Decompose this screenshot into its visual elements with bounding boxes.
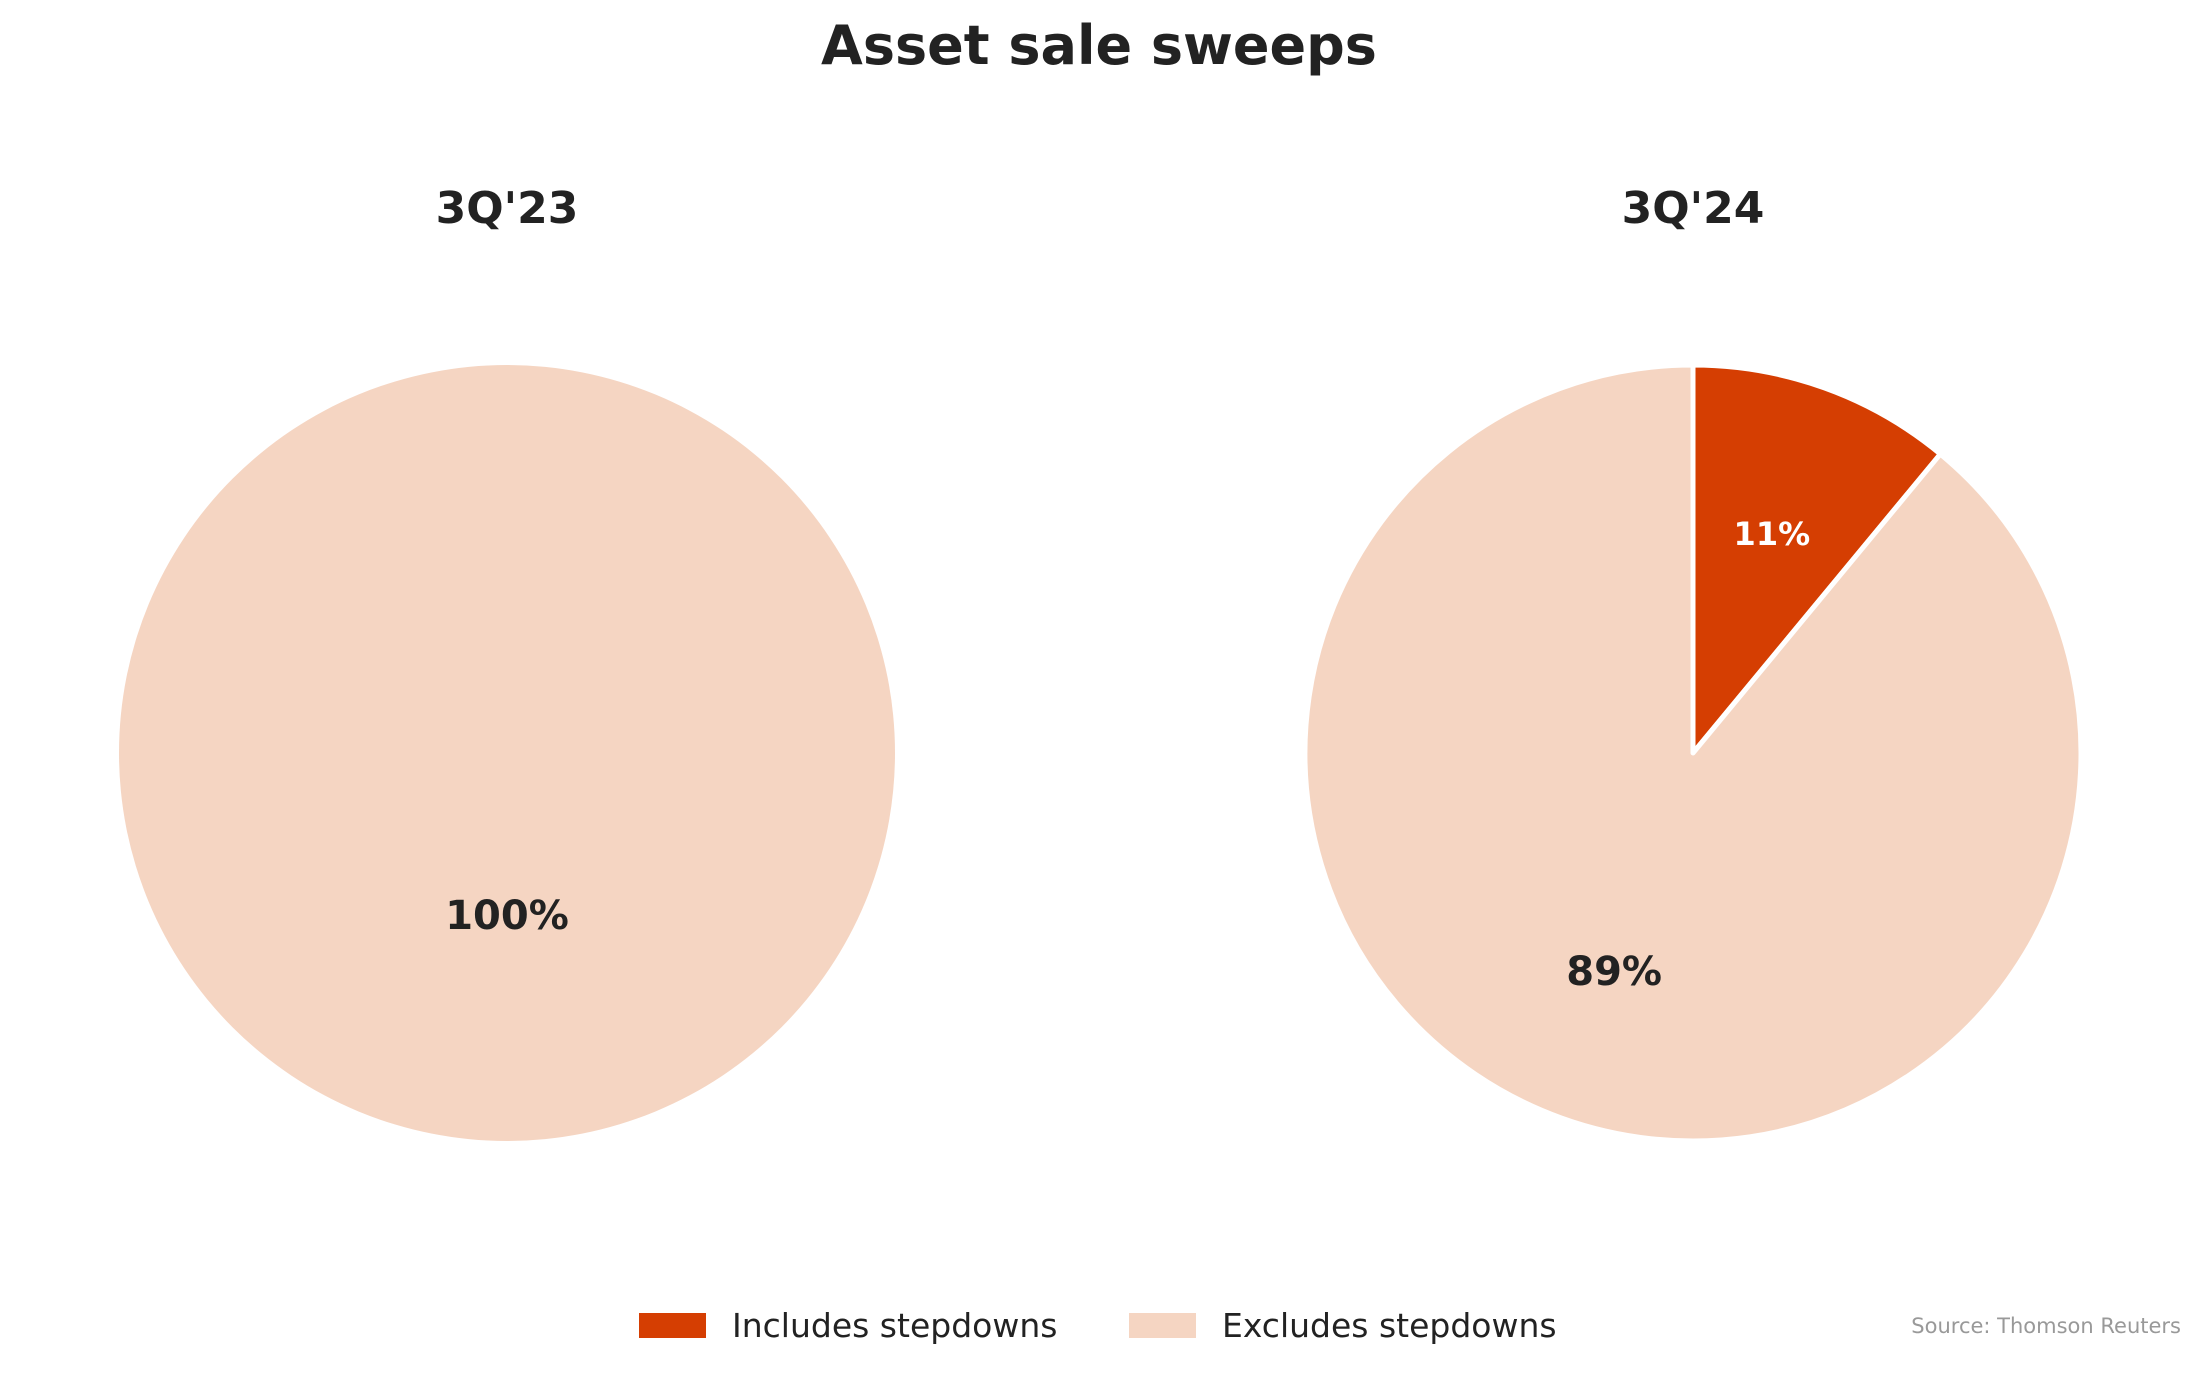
pie-3q23: 3Q'23 100% (119, 183, 895, 1141)
chart-title: Asset sale sweeps (821, 14, 1377, 77)
pie-label-3q24-excludes-stepdowns: 89% (1566, 949, 1662, 995)
pie-labels-3q23: 100% (445, 893, 569, 939)
source-note: Source: Thomson Reuters (1911, 1314, 2181, 1338)
pie-labels-3q24: 11% 89% (1566, 515, 1810, 995)
pie-slice-3q24-includes-stepdowns (1690, 362, 1943, 756)
pie-slice-3q23-excludes-stepdowns (119, 365, 895, 1141)
pie-3q24: 3Q'24 11% 89% (1302, 183, 2084, 1144)
legend-label-excludes: Excludes stepdowns (1222, 1306, 1557, 1345)
legend-label-includes: Includes stepdowns (732, 1306, 1057, 1345)
pie-slice-3q24-excludes-stepdowns (1302, 362, 2084, 1144)
legend-swatch-excludes (1129, 1313, 1196, 1338)
legend-swatch-includes (639, 1313, 706, 1338)
pie-title-3q23: 3Q'23 (436, 183, 579, 234)
pie-slices-3q24 (1302, 362, 2084, 1144)
pie-title-3q24: 3Q'24 (1622, 183, 1765, 234)
pie-slices-3q23 (119, 365, 895, 1141)
pie-label-3q24-includes-stepdowns: 11% (1734, 515, 1811, 553)
pie-label-3q23-excludes-stepdowns: 100% (445, 893, 569, 939)
legend: Includes stepdowns Excludes stepdowns (639, 1306, 1557, 1345)
